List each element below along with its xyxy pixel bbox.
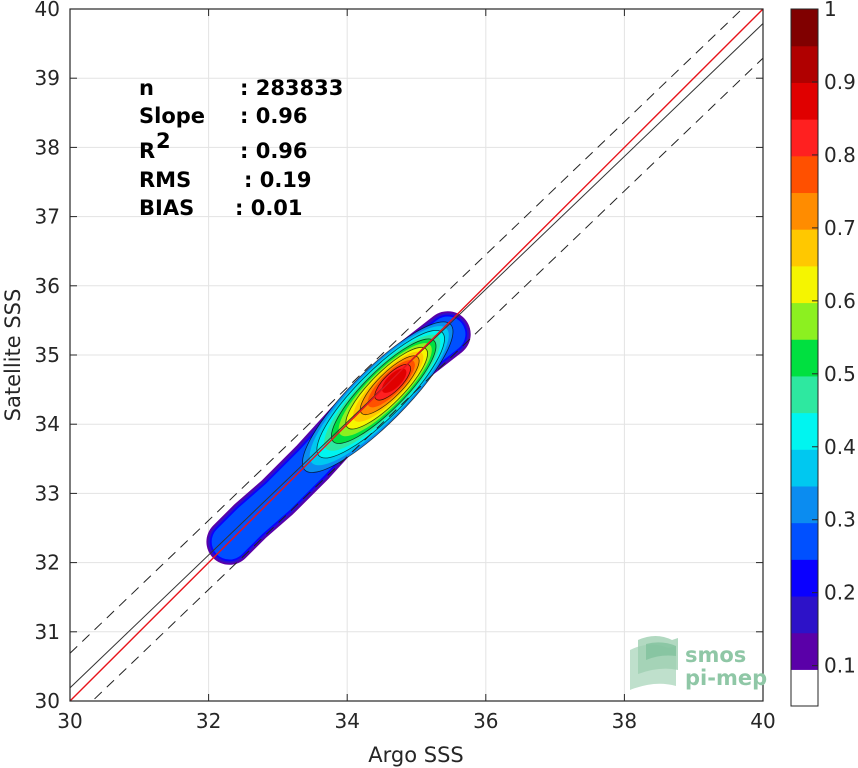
colorbar-segment — [791, 669, 818, 707]
stat-label: n — [139, 76, 154, 100]
logo-text-smos: smos — [685, 643, 746, 667]
colorbar-segment — [791, 302, 818, 340]
upper-envelope-line — [70, 9, 743, 654]
stat-value: : 0.96 — [240, 139, 308, 163]
colorbar-segment — [791, 449, 818, 487]
colorbar-segment — [791, 192, 818, 230]
y-tick-label: 37 — [35, 205, 60, 229]
y-tick-label: 30 — [35, 689, 60, 713]
x-axis-ticks: 30 32 34 36 38 40 — [57, 9, 776, 733]
x-tick-label: 40 — [750, 709, 775, 733]
density-level — [381, 368, 407, 393]
stat-label: RMS — [139, 168, 191, 192]
density-contour-line — [330, 338, 437, 444]
colorbar-segment — [791, 522, 818, 560]
y-tick-label: 33 — [35, 481, 60, 505]
colorbar-segment — [791, 45, 818, 83]
colorbar-segment — [791, 229, 818, 267]
grid-lines — [69, 8, 764, 702]
colorbar-segment — [791, 485, 818, 524]
colorbar-tick-label: 0.3 — [824, 508, 856, 532]
colorbar-segment — [791, 155, 818, 194]
colorbar-tick-label: 0.7 — [824, 216, 856, 240]
y-axis-label: Satellite SSS — [1, 289, 25, 422]
y-tick-label: 32 — [35, 551, 60, 575]
colorbar-tick-label: 0.9 — [824, 70, 856, 94]
x-tick-label: 30 — [57, 709, 82, 733]
colorbar-tick-label: 0.2 — [824, 581, 856, 605]
x-tick-label: 34 — [334, 709, 359, 733]
y-tick-label: 31 — [35, 620, 60, 644]
colorbar-segment — [791, 265, 818, 304]
lower-envelope-line — [91, 57, 763, 701]
stat-value: : 0.01 — [235, 196, 303, 220]
y-tick-label: 36 — [35, 274, 60, 298]
density-contour-line — [374, 363, 412, 401]
stats-box: n : 283833 Slope : 0.96 R 2 : 0.96 RMS : 0.19 BIA… — [139, 76, 343, 220]
stat-label: R — [139, 139, 155, 163]
colorbar-segment — [791, 375, 818, 414]
colorbar: 0.1 0.2 0.3 0.4 0.5 0.6 0.7 0.8 0.9 1 — [790, 0, 856, 707]
reference-lines — [70, 9, 763, 701]
x-axis-label: Argo SSS — [368, 743, 463, 767]
colorbar-tick-label: 0.5 — [824, 362, 856, 386]
colorbar-frame — [790, 8, 819, 707]
y-axis-ticks: 30 31 32 33 34 35 36 37 38 39 40 — [35, 0, 763, 713]
stat-label: Slope — [139, 104, 205, 128]
smos-pimep-logo: smos pi-mep — [630, 636, 767, 690]
density-contour-line — [345, 346, 428, 430]
stat-label: BIAS — [139, 196, 194, 220]
stat-value: : 0.96 — [240, 104, 308, 128]
logo-text-pimep: pi-mep — [685, 666, 767, 690]
density-contour-line — [359, 355, 420, 415]
colorbar-segment — [791, 595, 818, 634]
y-tick-label: 38 — [35, 135, 60, 159]
colorbar-tick-label: 1 — [824, 0, 837, 21]
colorbar-segment — [791, 119, 818, 157]
y-tick-label: 34 — [35, 412, 60, 436]
y-tick-label: 39 — [35, 66, 60, 90]
colorbar-tick-label: 0.1 — [824, 654, 856, 678]
density-contour-line — [302, 321, 454, 473]
x-tick-label: 38 — [612, 709, 637, 733]
colorbar-segment — [791, 82, 818, 120]
stat-value: : 283833 — [240, 76, 343, 100]
colorbar-segment — [791, 632, 818, 670]
x-tick-label: 32 — [196, 709, 221, 733]
x-tick-label: 36 — [473, 709, 498, 733]
logo-mark-icon — [630, 636, 678, 690]
y-tick-label: 40 — [35, 0, 60, 21]
colorbar-tick-label: 0.8 — [824, 143, 856, 167]
colorbar-segment — [791, 339, 818, 377]
colorbar-tick-label: 0.6 — [824, 289, 856, 313]
density-contour-line — [316, 329, 445, 459]
y-tick-label: 35 — [35, 343, 60, 367]
colorbar-segment — [791, 412, 818, 450]
stat-value: : 0.19 — [244, 168, 312, 192]
stat-superscript: 2 — [156, 129, 171, 153]
identity-line — [70, 9, 763, 701]
colorbar-tick-label: 0.4 — [824, 435, 856, 459]
colorbar-segment — [791, 9, 818, 47]
colorbar-segment — [791, 559, 818, 597]
